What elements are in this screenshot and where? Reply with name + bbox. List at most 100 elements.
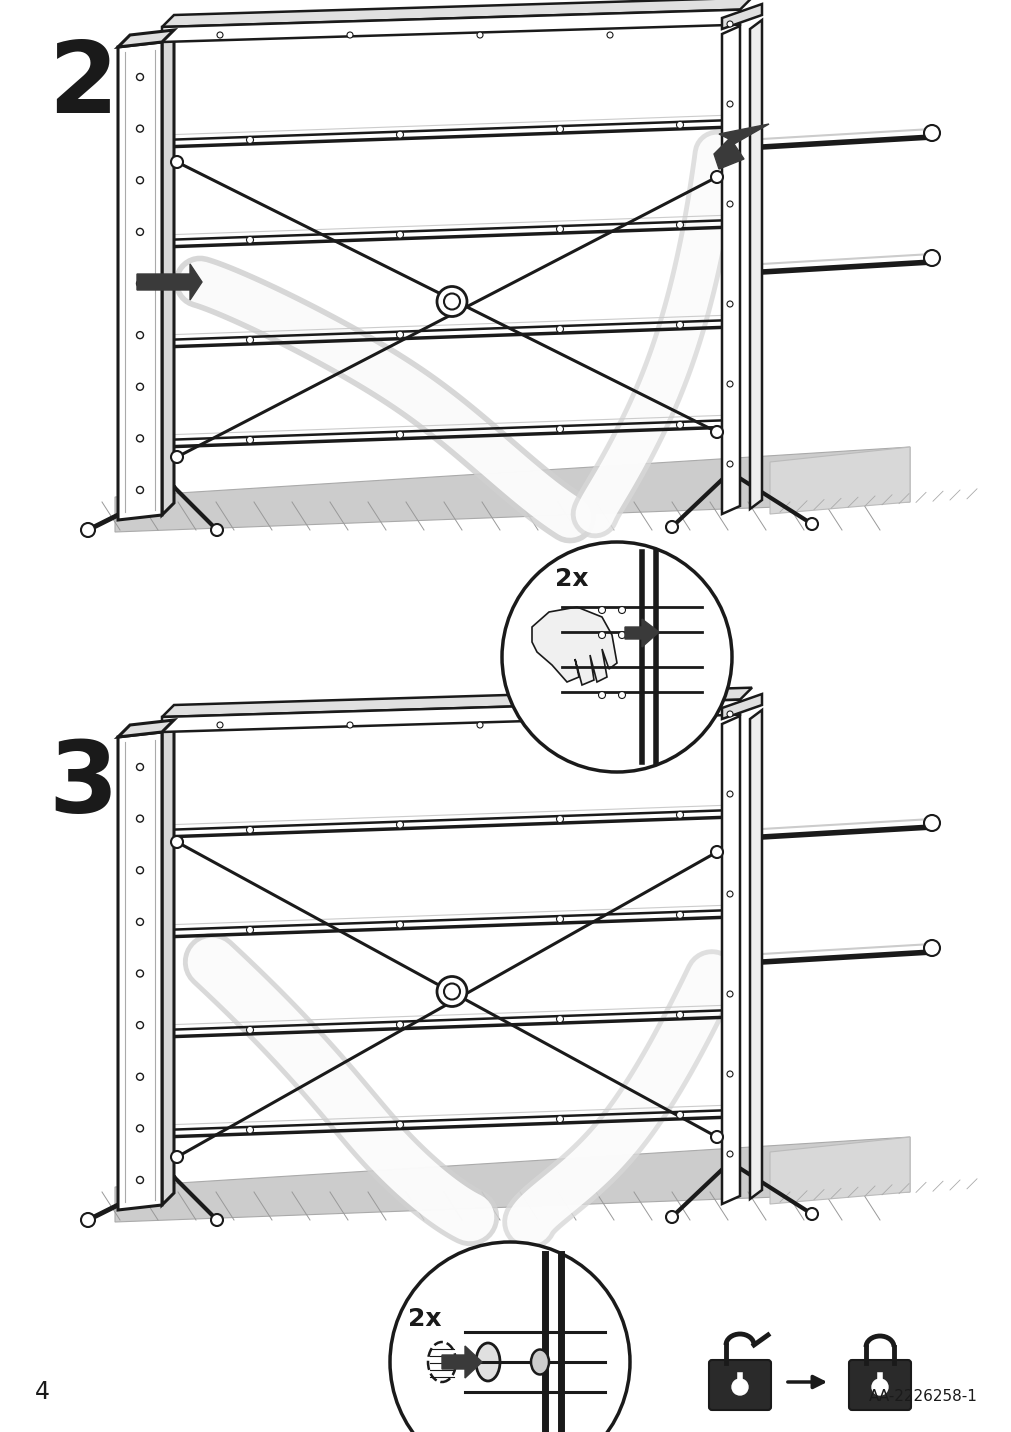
Circle shape <box>136 815 144 822</box>
Circle shape <box>136 1126 144 1131</box>
Circle shape <box>726 891 732 896</box>
Circle shape <box>437 286 466 316</box>
Circle shape <box>711 846 722 858</box>
Circle shape <box>711 425 722 438</box>
FancyBboxPatch shape <box>848 1360 910 1411</box>
Circle shape <box>247 1127 253 1133</box>
Circle shape <box>136 487 144 494</box>
Polygon shape <box>136 263 202 299</box>
Text: 3: 3 <box>48 737 117 833</box>
Text: 2: 2 <box>48 37 117 135</box>
Circle shape <box>726 1071 732 1077</box>
Circle shape <box>675 1111 682 1118</box>
Polygon shape <box>162 0 751 27</box>
Circle shape <box>171 451 183 463</box>
Polygon shape <box>115 1137 909 1221</box>
Circle shape <box>396 921 403 928</box>
Circle shape <box>247 337 253 344</box>
Polygon shape <box>118 42 162 520</box>
Circle shape <box>396 1121 403 1128</box>
Circle shape <box>476 32 482 39</box>
FancyBboxPatch shape <box>709 1360 770 1411</box>
Circle shape <box>726 461 732 467</box>
Circle shape <box>396 132 403 137</box>
Circle shape <box>726 102 732 107</box>
Circle shape <box>136 73 144 80</box>
Polygon shape <box>749 710 761 1199</box>
Circle shape <box>923 939 939 957</box>
Circle shape <box>136 1177 144 1183</box>
Circle shape <box>665 521 677 533</box>
Circle shape <box>726 1151 732 1157</box>
Circle shape <box>136 918 144 925</box>
Circle shape <box>556 226 563 232</box>
Circle shape <box>675 321 682 328</box>
Polygon shape <box>721 716 739 1204</box>
Polygon shape <box>749 20 761 508</box>
Circle shape <box>136 125 144 132</box>
Polygon shape <box>162 720 174 1204</box>
Polygon shape <box>118 30 174 47</box>
Text: 2x: 2x <box>554 567 588 591</box>
Text: 2x: 2x <box>407 1307 441 1330</box>
Circle shape <box>726 301 732 306</box>
Circle shape <box>675 911 682 918</box>
Circle shape <box>136 763 144 770</box>
Circle shape <box>618 692 625 699</box>
Circle shape <box>216 722 222 727</box>
Circle shape <box>556 1116 563 1123</box>
Circle shape <box>711 170 722 183</box>
Polygon shape <box>162 700 739 732</box>
Circle shape <box>665 1211 677 1223</box>
Circle shape <box>210 1214 222 1226</box>
Circle shape <box>216 32 222 39</box>
Circle shape <box>247 136 253 143</box>
Circle shape <box>726 790 732 798</box>
Ellipse shape <box>531 1349 548 1375</box>
Circle shape <box>711 1131 722 1143</box>
Polygon shape <box>118 732 162 1210</box>
Circle shape <box>81 1213 95 1227</box>
Circle shape <box>396 821 403 828</box>
Circle shape <box>726 381 732 387</box>
Circle shape <box>136 281 144 286</box>
Circle shape <box>726 200 732 208</box>
Circle shape <box>731 1379 747 1395</box>
Polygon shape <box>769 447 909 514</box>
Circle shape <box>675 122 682 129</box>
Circle shape <box>389 1242 630 1432</box>
Circle shape <box>556 126 563 133</box>
Ellipse shape <box>475 1343 499 1380</box>
Polygon shape <box>162 687 751 717</box>
Circle shape <box>136 435 144 442</box>
Circle shape <box>805 518 817 530</box>
Circle shape <box>171 836 183 848</box>
Circle shape <box>437 977 466 1007</box>
Polygon shape <box>532 607 617 684</box>
Circle shape <box>607 722 613 727</box>
Polygon shape <box>118 720 174 737</box>
Polygon shape <box>115 447 909 533</box>
Circle shape <box>675 222 682 228</box>
Circle shape <box>210 524 222 536</box>
Circle shape <box>136 1021 144 1028</box>
Circle shape <box>598 692 605 699</box>
Circle shape <box>923 815 939 831</box>
Circle shape <box>136 969 144 977</box>
Text: AA-2226258-1: AA-2226258-1 <box>868 1389 977 1403</box>
Circle shape <box>805 1209 817 1220</box>
Circle shape <box>247 437 253 444</box>
Circle shape <box>171 156 183 168</box>
Circle shape <box>347 32 353 39</box>
Circle shape <box>607 32 613 39</box>
Circle shape <box>444 294 460 309</box>
Circle shape <box>136 176 144 183</box>
Polygon shape <box>162 10 739 42</box>
Polygon shape <box>162 30 174 516</box>
Circle shape <box>247 826 253 833</box>
Polygon shape <box>442 1346 481 1378</box>
Circle shape <box>675 421 682 428</box>
Polygon shape <box>769 1137 909 1204</box>
Circle shape <box>556 915 563 922</box>
Polygon shape <box>714 125 768 169</box>
